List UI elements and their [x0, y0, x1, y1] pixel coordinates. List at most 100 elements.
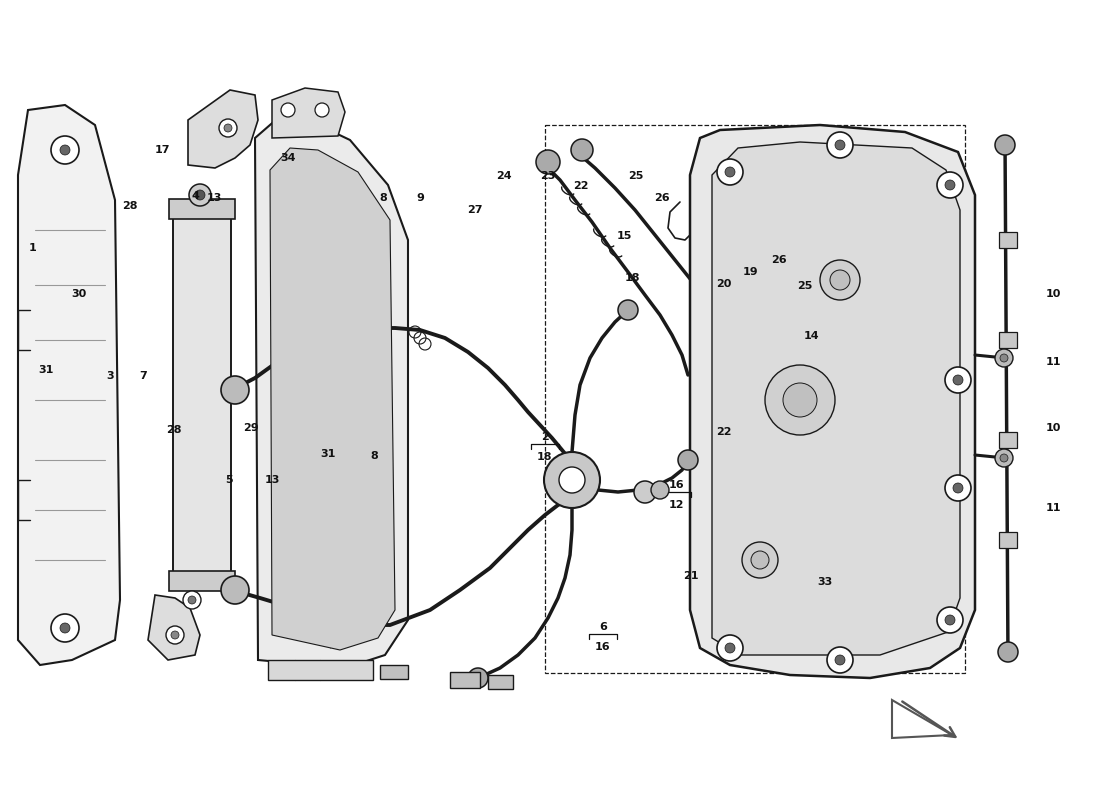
Text: 5: 5: [226, 475, 232, 485]
Circle shape: [996, 349, 1013, 367]
Text: 30: 30: [72, 290, 87, 299]
Bar: [450, 672, 480, 688]
Text: 12: 12: [669, 501, 684, 510]
Circle shape: [1000, 354, 1008, 362]
Circle shape: [571, 139, 593, 161]
Bar: [999, 232, 1018, 248]
Text: 25: 25: [628, 171, 643, 181]
Circle shape: [60, 623, 70, 633]
Bar: [488, 675, 513, 689]
Text: 33: 33: [817, 578, 833, 587]
Polygon shape: [148, 595, 200, 660]
Circle shape: [536, 150, 560, 174]
Polygon shape: [690, 125, 975, 678]
Circle shape: [725, 643, 735, 653]
Text: 14: 14: [804, 331, 820, 341]
Circle shape: [717, 159, 743, 185]
Text: 20: 20: [716, 279, 732, 289]
Text: 11: 11: [1046, 357, 1062, 366]
Text: 4: 4: [191, 191, 200, 201]
Circle shape: [945, 615, 955, 625]
Circle shape: [1000, 454, 1008, 462]
Circle shape: [996, 449, 1013, 467]
Circle shape: [996, 135, 1015, 155]
Text: 6: 6: [598, 622, 607, 632]
Bar: [173, 215, 231, 575]
Text: 10: 10: [1046, 290, 1062, 299]
Text: 16: 16: [595, 642, 610, 652]
Circle shape: [468, 668, 488, 688]
Circle shape: [783, 383, 817, 417]
Circle shape: [188, 596, 196, 604]
Circle shape: [953, 375, 962, 385]
Polygon shape: [712, 142, 960, 655]
Circle shape: [280, 103, 295, 117]
Text: 31: 31: [320, 450, 336, 459]
Circle shape: [195, 190, 205, 200]
Text: 31: 31: [39, 365, 54, 374]
Circle shape: [544, 452, 600, 508]
Text: 13: 13: [207, 194, 222, 203]
Circle shape: [634, 481, 656, 503]
Circle shape: [764, 365, 835, 435]
Bar: [999, 432, 1018, 448]
Circle shape: [937, 607, 962, 633]
Circle shape: [725, 167, 735, 177]
Circle shape: [183, 591, 201, 609]
Text: 10: 10: [1046, 423, 1062, 433]
Circle shape: [945, 180, 955, 190]
Polygon shape: [188, 90, 258, 168]
Text: 8: 8: [378, 194, 387, 203]
Bar: [268, 660, 373, 680]
Circle shape: [827, 132, 853, 158]
Text: 23: 23: [540, 171, 556, 181]
Circle shape: [559, 467, 585, 493]
Circle shape: [835, 655, 845, 665]
Circle shape: [953, 483, 962, 493]
Text: 2: 2: [540, 432, 549, 442]
Circle shape: [835, 140, 845, 150]
Text: 9: 9: [416, 194, 425, 203]
Circle shape: [60, 145, 70, 155]
Text: 16: 16: [669, 480, 684, 490]
Text: 29: 29: [243, 423, 258, 433]
Circle shape: [937, 172, 962, 198]
Text: 19: 19: [742, 267, 758, 277]
Polygon shape: [272, 88, 345, 138]
Text: 22: 22: [573, 181, 588, 190]
Text: 25: 25: [798, 282, 813, 291]
Text: 11: 11: [1046, 503, 1062, 513]
Text: 21: 21: [683, 571, 698, 581]
Circle shape: [678, 450, 698, 470]
Text: 1: 1: [29, 243, 37, 253]
Circle shape: [820, 260, 860, 300]
Text: 24: 24: [496, 171, 512, 181]
Circle shape: [315, 103, 329, 117]
Text: 8: 8: [370, 451, 378, 461]
Circle shape: [51, 614, 79, 642]
Text: 27: 27: [468, 205, 483, 214]
Polygon shape: [255, 118, 408, 668]
Circle shape: [651, 481, 669, 499]
Circle shape: [827, 647, 853, 673]
Polygon shape: [270, 148, 395, 650]
Circle shape: [224, 124, 232, 132]
Text: 34: 34: [280, 154, 296, 163]
Text: 15: 15: [617, 231, 632, 241]
Text: 22: 22: [716, 427, 732, 437]
Circle shape: [166, 626, 184, 644]
Bar: [169, 571, 235, 591]
Text: 18: 18: [625, 274, 640, 283]
Circle shape: [618, 300, 638, 320]
Circle shape: [751, 551, 769, 569]
Circle shape: [945, 475, 971, 501]
Text: 18: 18: [537, 453, 552, 462]
Circle shape: [219, 119, 236, 137]
Bar: [999, 532, 1018, 548]
Circle shape: [51, 136, 79, 164]
Bar: [379, 665, 408, 679]
Polygon shape: [18, 105, 120, 665]
Text: 28: 28: [166, 426, 182, 435]
Text: 26: 26: [654, 194, 670, 203]
Text: 7: 7: [139, 371, 147, 381]
